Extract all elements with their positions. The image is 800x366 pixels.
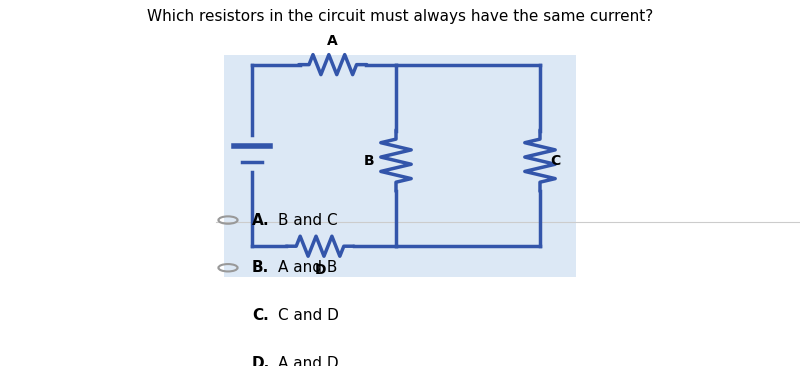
Text: Which resistors in the circuit must always have the same current?: Which resistors in the circuit must alwa… [147,9,653,24]
Text: A and B: A and B [278,260,338,275]
Text: D.: D. [252,356,270,366]
Text: C and D: C and D [278,308,339,323]
Text: C: C [550,154,561,168]
Text: B and C: B and C [278,213,338,228]
Text: B.: B. [252,260,270,275]
Text: A and D: A and D [278,356,339,366]
FancyBboxPatch shape [224,55,576,277]
Text: A: A [327,34,338,48]
Text: A.: A. [252,213,270,228]
Text: B: B [364,154,374,168]
Text: C.: C. [252,308,269,323]
Text: D: D [314,263,326,277]
